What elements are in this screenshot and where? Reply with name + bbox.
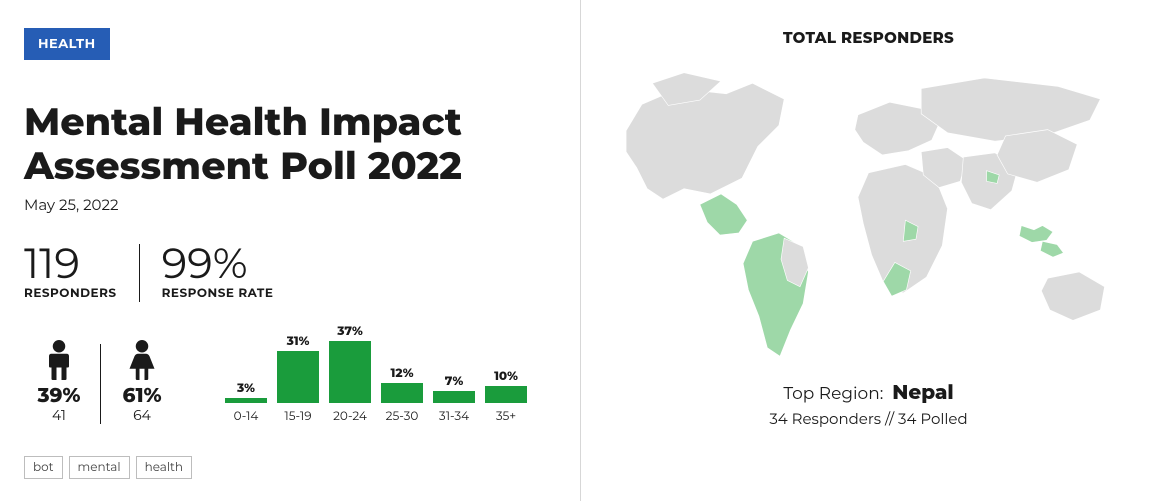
tags-row: bot mental health (24, 456, 556, 479)
responders-stat: 119 RESPONDERS (24, 242, 117, 301)
tag[interactable]: mental (69, 456, 130, 479)
male-pct: 39% (38, 384, 81, 408)
male-count: 41 (52, 406, 66, 424)
tag[interactable]: health (136, 456, 192, 479)
age-bar-label: 20-24 (333, 409, 367, 424)
stats-row: 119 RESPONDERS 99% RESPONSE RATE (24, 242, 556, 302)
age-bar-pct: 7% (445, 374, 463, 389)
responders-label: RESPONDERS (24, 286, 117, 301)
age-bar-rect (485, 386, 527, 403)
age-bar-rect (225, 398, 267, 403)
female-icon (125, 340, 159, 380)
age-bar-rect (433, 391, 475, 403)
age-bar: 31% 15-19 (277, 334, 319, 424)
male-stat: 39% 41 (24, 340, 94, 424)
response-rate-value: 99% (162, 242, 274, 284)
age-bar-pct: 12% (391, 366, 414, 381)
right-panel: TOTAL RESPONDERS (580, 0, 1156, 501)
world-map-svg (605, 55, 1132, 375)
gender-divider (100, 344, 101, 424)
age-bar-label: 35+ (496, 409, 516, 424)
demographics-row: 39% 41 61% 64 3% 0-14 31% 15-19 37% 20-24 12% 2… (24, 324, 556, 424)
top-region-sub: 34 Responders // 34 Polled (605, 409, 1132, 428)
age-bar-pct: 3% (237, 381, 255, 396)
world-map (605, 55, 1132, 375)
stat-divider (139, 244, 140, 302)
age-bar-label: 15-19 (284, 409, 311, 424)
age-bar-pct: 10% (494, 369, 518, 384)
age-bar-label: 0-14 (234, 409, 259, 424)
female-pct: 61% (122, 384, 161, 408)
age-bar-pct: 37% (337, 324, 363, 339)
age-bar-rect (277, 351, 319, 403)
age-bar-pct: 31% (287, 334, 310, 349)
female-stat: 61% 64 (107, 340, 177, 424)
age-bar-label: 31-34 (439, 409, 469, 424)
age-bar-rect (329, 341, 371, 403)
date-label: May 25, 2022 (24, 195, 556, 214)
left-panel: HEALTH Mental Health Impact Assessment P… (0, 0, 580, 501)
age-bar-chart: 3% 0-14 31% 15-19 37% 20-24 12% 25-30 7% 31-34 10%… (225, 324, 527, 424)
map-title: TOTAL RESPONDERS (605, 28, 1132, 47)
responders-value: 119 (24, 242, 117, 284)
category-badge: HEALTH (24, 28, 110, 60)
tag[interactable]: bot (24, 456, 63, 479)
age-bar-rect (381, 383, 423, 403)
top-region-line: Top Region: Nepal (605, 381, 1132, 405)
male-icon (42, 340, 76, 380)
age-bar: 37% 20-24 (329, 324, 371, 424)
page-title: Mental Health Impact Assessment Poll 202… (24, 100, 556, 187)
top-region-prefix: Top Region: (783, 384, 883, 404)
age-bar: 3% 0-14 (225, 381, 267, 424)
age-bar: 7% 31-34 (433, 374, 475, 424)
age-bar: 10% 35+ (485, 369, 527, 424)
female-count: 64 (133, 406, 151, 424)
age-bar-label: 25-30 (386, 409, 419, 424)
response-rate-stat: 99% RESPONSE RATE (162, 242, 274, 301)
dashboard-container: HEALTH Mental Health Impact Assessment P… (0, 0, 1156, 501)
age-bar: 12% 25-30 (381, 366, 423, 424)
top-region-name: Nepal (892, 381, 953, 405)
response-rate-label: RESPONSE RATE (162, 286, 274, 301)
